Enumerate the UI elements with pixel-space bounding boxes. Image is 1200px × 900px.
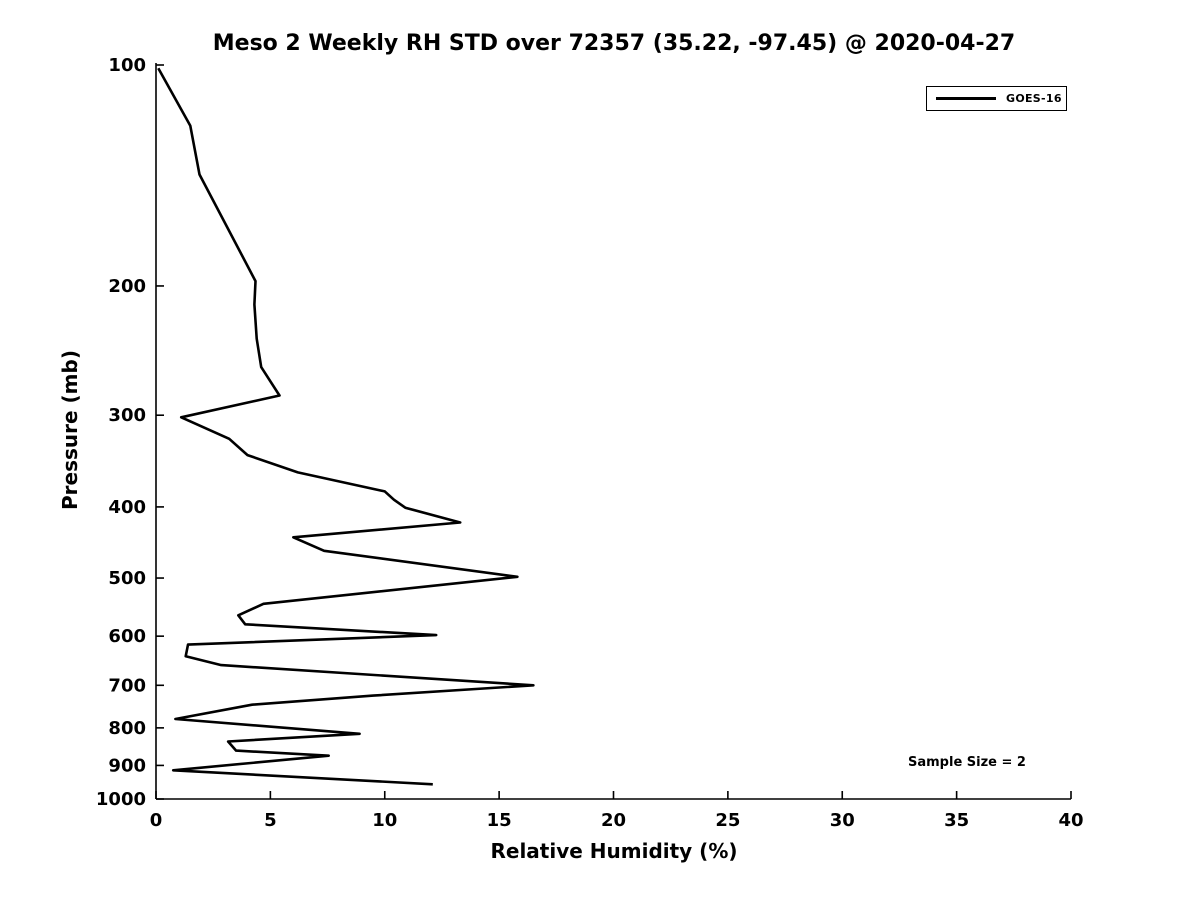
x-axis-label: Relative Humidity (%) xyxy=(490,839,738,863)
y-tick-label: 700 xyxy=(108,675,146,696)
y-tick-label: 100 xyxy=(108,55,146,76)
y-tick-label: 200 xyxy=(108,276,146,297)
x-tick-label: 40 xyxy=(1058,810,1083,831)
sample-size-annotation: Sample Size = 2 xyxy=(908,755,1026,770)
chart-title: Meso 2 Weekly RH STD over 72357 (35.22, … xyxy=(212,31,1016,56)
y-tick-label: 800 xyxy=(108,718,146,739)
y-tick-label: 1000 xyxy=(96,789,146,810)
y-tick-label: 400 xyxy=(108,497,146,518)
x-tick-label: 25 xyxy=(715,810,740,831)
x-tick-label: 0 xyxy=(150,810,163,831)
y-tick-label: 500 xyxy=(108,568,146,589)
x-tick-label: 10 xyxy=(372,810,397,831)
y-tick-label: 900 xyxy=(108,755,146,776)
x-tick-label: 15 xyxy=(487,810,512,831)
legend: GOES-16 xyxy=(926,86,1067,111)
rh-std-profile-line xyxy=(157,67,535,786)
x-tick-label: 30 xyxy=(830,810,855,831)
x-tick-label: 35 xyxy=(944,810,969,831)
x-tick-label: 20 xyxy=(601,810,626,831)
x-tick-label: 5 xyxy=(264,810,277,831)
legend-series-label: GOES-16 xyxy=(1006,92,1062,105)
legend-line-swatch xyxy=(936,97,996,100)
y-tick-label: 600 xyxy=(108,626,146,647)
y-axis-label: Pressure (mb) xyxy=(58,350,82,510)
y-tick-label: 300 xyxy=(108,405,146,426)
